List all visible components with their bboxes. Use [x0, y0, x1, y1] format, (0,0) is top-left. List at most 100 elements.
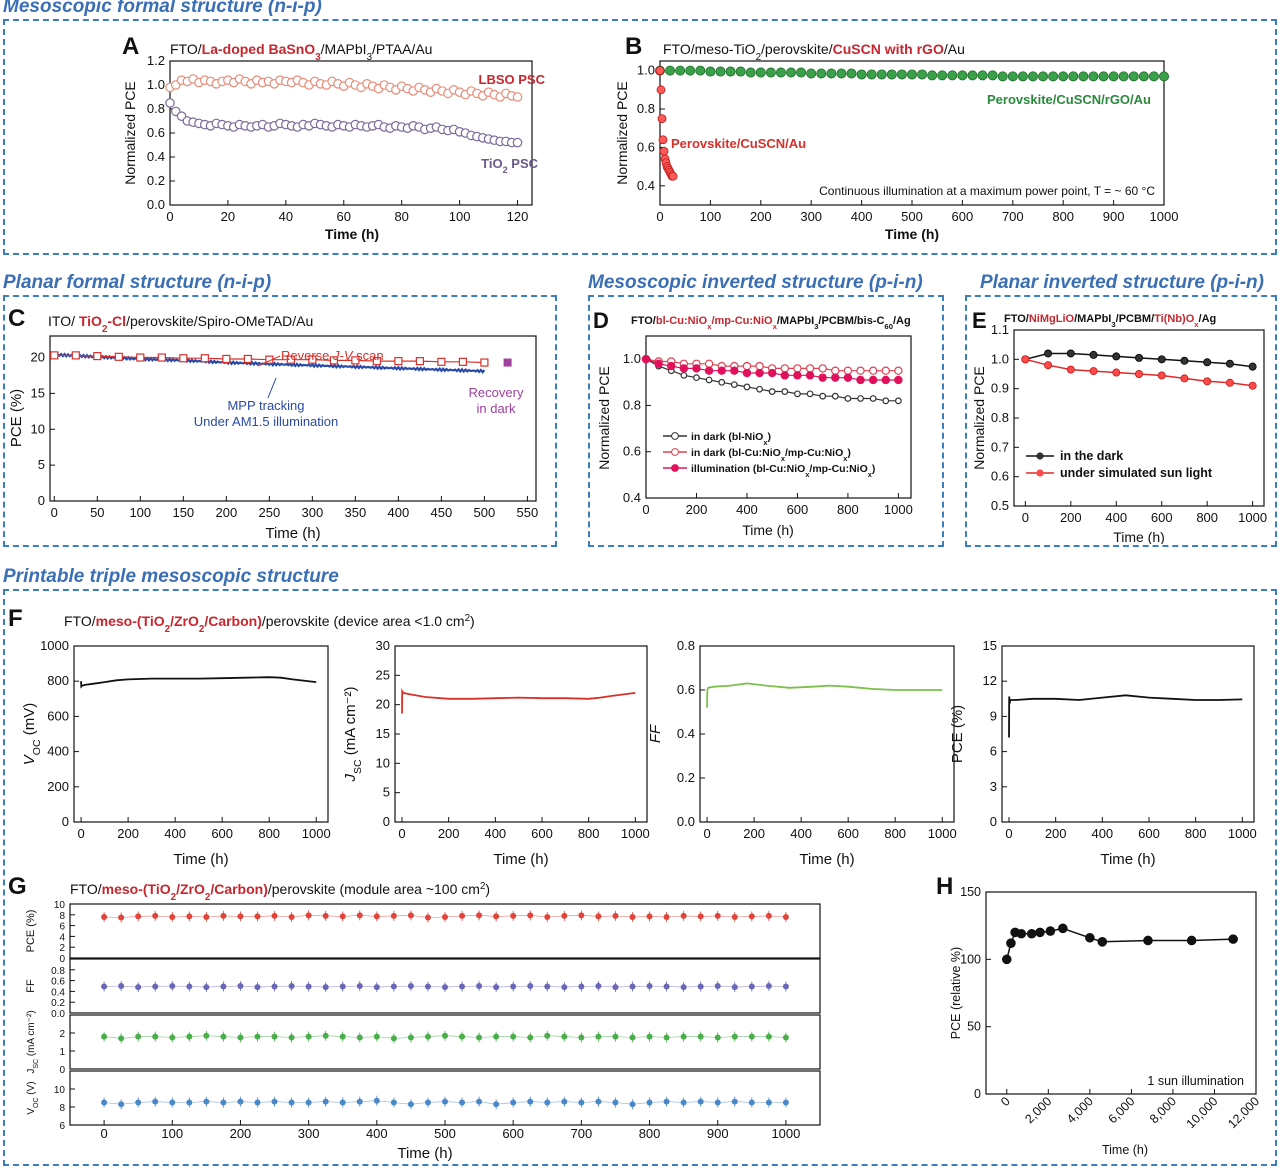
data-point: [578, 1099, 585, 1106]
y-axis-label: Normalized PCE: [971, 366, 987, 469]
x-tick-label: 8,000: [1147, 1094, 1179, 1126]
x-tick-label: 10,000: [1184, 1094, 1221, 1131]
data-point: [101, 1033, 108, 1040]
data-point-0: [844, 395, 852, 402]
data-point: [220, 1099, 227, 1106]
title-part: La-doped BaSnO: [202, 41, 316, 57]
title-part: J-V: [332, 348, 354, 363]
data-point: [186, 1099, 193, 1106]
x-axis-label: Time (h): [1113, 529, 1165, 544]
data-point: [629, 1101, 636, 1108]
chart-c: C ITO/ TiO2-Cl/perovskite/Spiro-OMeTAD/Au…: [8, 305, 538, 542]
data-point-rgo: [987, 70, 998, 81]
title-part: /Carbon): [210, 881, 268, 897]
series-line: [1008, 694, 1243, 738]
data-point: [1097, 937, 1108, 947]
data-point-0: [882, 397, 890, 405]
data-point-rgo: [675, 65, 686, 76]
y-axis-label: Normalized PCE: [122, 81, 138, 184]
label-tio2: TiO2 PSC: [481, 156, 538, 175]
x-tick-label: 200: [438, 826, 460, 841]
data-point: [237, 983, 244, 989]
title-part: OC: [33, 1097, 40, 1108]
data-point: [442, 1032, 448, 1039]
data-point-rgo: [846, 68, 857, 79]
data-point: [442, 984, 448, 991]
data-point-1: [704, 359, 714, 368]
data-point-0: [781, 388, 789, 395]
data-point: [595, 1098, 602, 1105]
x-tick-label: 1000: [771, 1126, 800, 1141]
x-tick-label: 150: [172, 505, 194, 520]
title-part: V: [21, 753, 38, 765]
data-point-0: [1112, 352, 1121, 361]
y-tick-label: 0.6: [991, 469, 1009, 484]
x-tick-label: 900: [1103, 209, 1125, 224]
y-tick-label: 1.0: [637, 63, 655, 78]
data-point: [612, 984, 619, 991]
data-point-rgo: [1058, 71, 1069, 82]
data-point-1: [1180, 374, 1189, 383]
x-tick-label: 1000: [1150, 209, 1179, 224]
y-tick-label: 0.8: [51, 966, 65, 977]
y-tick-label: 6: [990, 744, 997, 759]
data-point: [748, 1099, 755, 1106]
y-tick-label: 10: [376, 755, 390, 770]
y-tick-label: 800: [47, 673, 69, 688]
chart-g-title: FTO/meso-(TiO2/ZrO2/Carbon)/perovskite (…: [70, 881, 490, 903]
data-point: [237, 913, 244, 920]
x-tick-label: 40: [279, 209, 293, 224]
data-point-0: [894, 397, 902, 405]
data-point: [271, 983, 278, 990]
y-tick-label: 0: [38, 493, 45, 508]
y-tick-label: 0: [990, 814, 997, 829]
data-point: [322, 1098, 329, 1105]
data-point: [339, 1033, 346, 1040]
title-part: FTO/: [631, 315, 656, 327]
chart-e: E FTO/NiMgLiO/MAPbI3/PCBM/Ti(Nb)Ox/Ag 0 200…: [971, 308, 1267, 544]
data-point-1: [1021, 355, 1030, 364]
data-point: [663, 983, 670, 990]
data-point: [510, 912, 517, 919]
x-tick-label: 350: [345, 505, 367, 520]
data-point: [748, 983, 755, 990]
y-tick-label: 0: [974, 1087, 981, 1101]
data-point: [322, 984, 329, 991]
x-tick-label: 60: [337, 209, 351, 224]
chart-d: D FTO/bl-Cu:NiOx/mp-Cu:NiOx/MAPbI3/PCBM/b…: [593, 308, 913, 538]
data-point: [152, 983, 159, 990]
chart-d-title: FTO/bl-Cu:NiOx/mp-Cu:NiOx/MAPbI3/PCBM/bi…: [631, 315, 911, 331]
data-point: [1026, 928, 1037, 939]
data-point: [305, 983, 312, 990]
data-point-0: [1203, 358, 1212, 367]
label-am15: Under AM1.5 illumination: [194, 414, 339, 429]
x-tick-label: 0: [1005, 826, 1012, 841]
x-tick-label: 800: [258, 826, 280, 841]
x-tick-label: 400: [388, 505, 410, 520]
data-point: [578, 983, 585, 990]
title-part: (mA cm⁻²): [26, 1010, 37, 1059]
y-tick-label: 200: [47, 779, 69, 794]
y-tick-label: 0.6: [51, 977, 65, 988]
x-tick-label: 800: [884, 826, 906, 841]
title-part: 60: [884, 322, 893, 331]
plot-frame: [69, 903, 821, 959]
data-point: [118, 1101, 125, 1108]
title-part: CuSCN with rGO: [833, 41, 944, 57]
y-tick-label: 0.9: [991, 381, 1009, 396]
title-part: 2: [102, 324, 108, 335]
data-point-1: [780, 364, 790, 373]
data-point-1: [793, 364, 802, 373]
data-point: [118, 1035, 125, 1042]
annotation-b: Continuous illumination at a maximum pow…: [819, 184, 1155, 198]
y-tick-label: 0.2: [677, 770, 695, 785]
legend-label: in dark (bl-Cu:NiOx/mp-Cu:NiOx): [691, 447, 851, 463]
data-point-0: [869, 395, 877, 402]
data-point: [288, 1099, 295, 1106]
chart-g: G FTO/meso-(TiO2/ZrO2/Carbon)/perovskite …: [8, 873, 821, 1162]
y-tick-label: 0.8: [637, 101, 655, 116]
x-tick-label: 400: [366, 1126, 388, 1141]
plot-frame: [49, 335, 537, 502]
box-printable-triple: [3, 589, 1277, 1166]
data-point-0: [857, 395, 864, 402]
